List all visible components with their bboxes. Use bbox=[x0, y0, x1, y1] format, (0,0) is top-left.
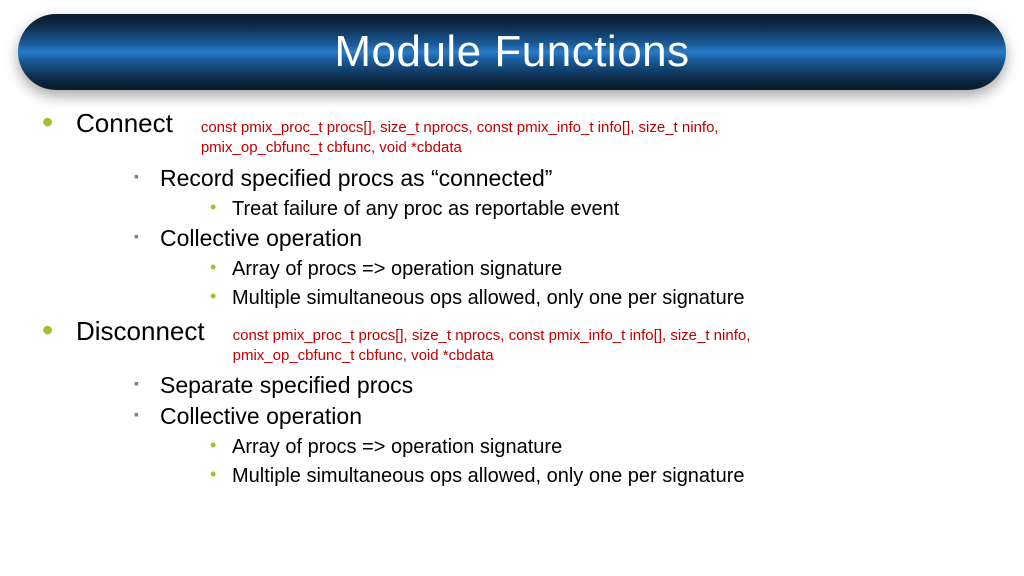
point-label: Multiple simultaneous ops allowed, only … bbox=[232, 465, 745, 487]
sub-label: Collective operation bbox=[160, 403, 362, 429]
point-label: Treat failure of any proc as reportable … bbox=[232, 198, 619, 220]
sub-item: Collective operation Array of procs => o… bbox=[134, 403, 994, 488]
point-item: Multiple simultaneous ops allowed, only … bbox=[210, 287, 994, 310]
topic-disconnect: Disconnect const pmix_proc_t procs[], si… bbox=[42, 316, 994, 489]
topic-label: Disconnect bbox=[76, 316, 205, 347]
function-signature: const pmix_proc_t procs[], size_t nprocs… bbox=[233, 326, 873, 367]
point-item: Multiple simultaneous ops allowed, only … bbox=[210, 465, 994, 488]
slide-content: Connect const pmix_proc_t procs[], size_… bbox=[42, 108, 994, 492]
function-signature: const pmix_proc_t procs[], size_t nprocs… bbox=[201, 118, 841, 159]
sub-label: Record specified procs as “connected” bbox=[160, 165, 552, 191]
sub-label: Separate specified procs bbox=[160, 372, 413, 398]
point-label: Array of procs => operation signature bbox=[232, 436, 562, 458]
point-item: Array of procs => operation signature bbox=[210, 258, 994, 281]
topic-connect: Connect const pmix_proc_t procs[], size_… bbox=[42, 108, 994, 310]
title-banner: Module Functions bbox=[18, 14, 1006, 90]
topic-label: Connect bbox=[76, 108, 173, 139]
point-item: Array of procs => operation signature bbox=[210, 436, 994, 459]
point-item: Treat failure of any proc as reportable … bbox=[210, 198, 994, 221]
slide-title: Module Functions bbox=[334, 27, 689, 77]
point-label: Array of procs => operation signature bbox=[232, 258, 562, 280]
sub-item: Separate specified procs bbox=[134, 372, 994, 399]
sub-label: Collective operation bbox=[160, 225, 362, 251]
sub-item: Record specified procs as “connected” Tr… bbox=[134, 165, 994, 221]
point-label: Multiple simultaneous ops allowed, only … bbox=[232, 287, 745, 309]
sub-item: Collective operation Array of procs => o… bbox=[134, 225, 994, 310]
